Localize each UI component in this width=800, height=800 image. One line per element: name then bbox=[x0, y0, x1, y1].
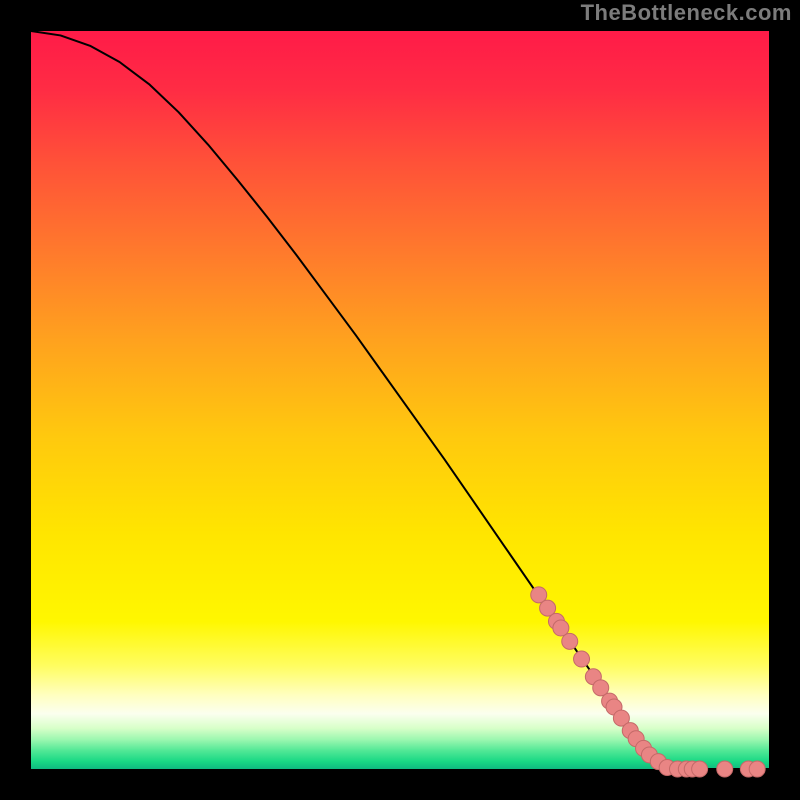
data-marker bbox=[749, 761, 765, 777]
plot-background bbox=[31, 31, 769, 769]
watermark-text: TheBottleneck.com bbox=[581, 0, 792, 26]
chart-svg bbox=[0, 0, 800, 800]
data-marker bbox=[692, 761, 708, 777]
data-marker bbox=[717, 761, 733, 777]
data-marker bbox=[562, 633, 578, 649]
data-marker bbox=[574, 651, 590, 667]
chart-container: TheBottleneck.com bbox=[0, 0, 800, 800]
